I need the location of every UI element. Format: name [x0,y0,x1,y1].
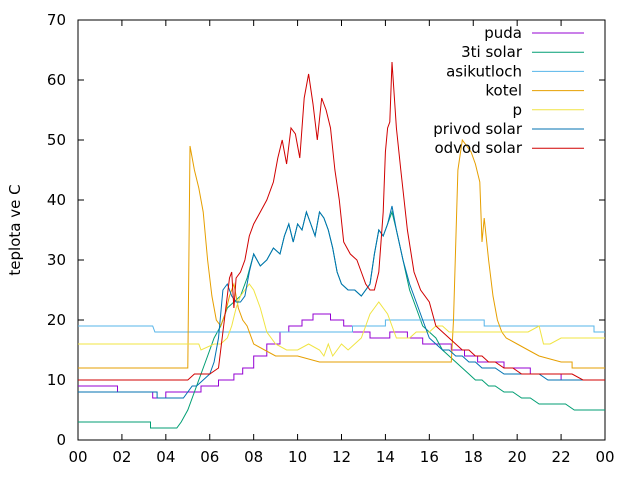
x-tick-label: 00 [595,448,614,466]
legend-label: p [512,101,522,119]
series-line-kotel [78,138,605,369]
y-tick-label: 70 [47,11,66,29]
legend-label: privod solar [433,120,523,138]
series-layer [78,61,605,429]
x-tick-label: 02 [112,448,131,466]
y-tick-label: 0 [56,431,66,449]
x-tick-label: 18 [464,448,483,466]
x-tick-label: 08 [244,448,263,466]
legend-label: 3ti solar [461,43,523,61]
axis-ticks: 0 10 20 30 40 50 60 70 00 02 04 06 08 10 12 14 16 18 20 22 0… [47,11,615,466]
legend-label: kotel [485,82,522,100]
legend-label: puda [484,24,522,42]
series-line-asikutloch [78,319,605,333]
y-axis-label: teplota ve C [6,184,24,275]
x-tick-label: 20 [508,448,527,466]
y-tick-label: 40 [47,191,66,209]
y-tick-label: 60 [47,71,66,89]
series-line-odvod-solar [78,61,605,381]
y-tick-label: 30 [47,251,66,269]
x-tick-label: 10 [288,448,307,466]
legend-label: odvod solar [434,139,522,157]
x-tick-label: 14 [376,448,395,466]
y-tick-label: 50 [47,131,66,149]
x-tick-label: 06 [200,448,219,466]
plot-area-frame [77,19,606,441]
series-line-p [78,283,605,358]
x-tick-label: 00 [68,448,87,466]
x-tick-label: 12 [332,448,351,466]
legend-label: asikutloch [446,62,522,80]
series-line-puda [78,313,605,399]
x-tick-label: 04 [156,448,175,466]
y-tick-label: 20 [47,311,66,329]
series-line-privod-solar [78,205,605,399]
x-tick-label: 16 [420,448,439,466]
y-tick-label: 10 [47,371,66,389]
x-tick-label: 22 [552,448,571,466]
